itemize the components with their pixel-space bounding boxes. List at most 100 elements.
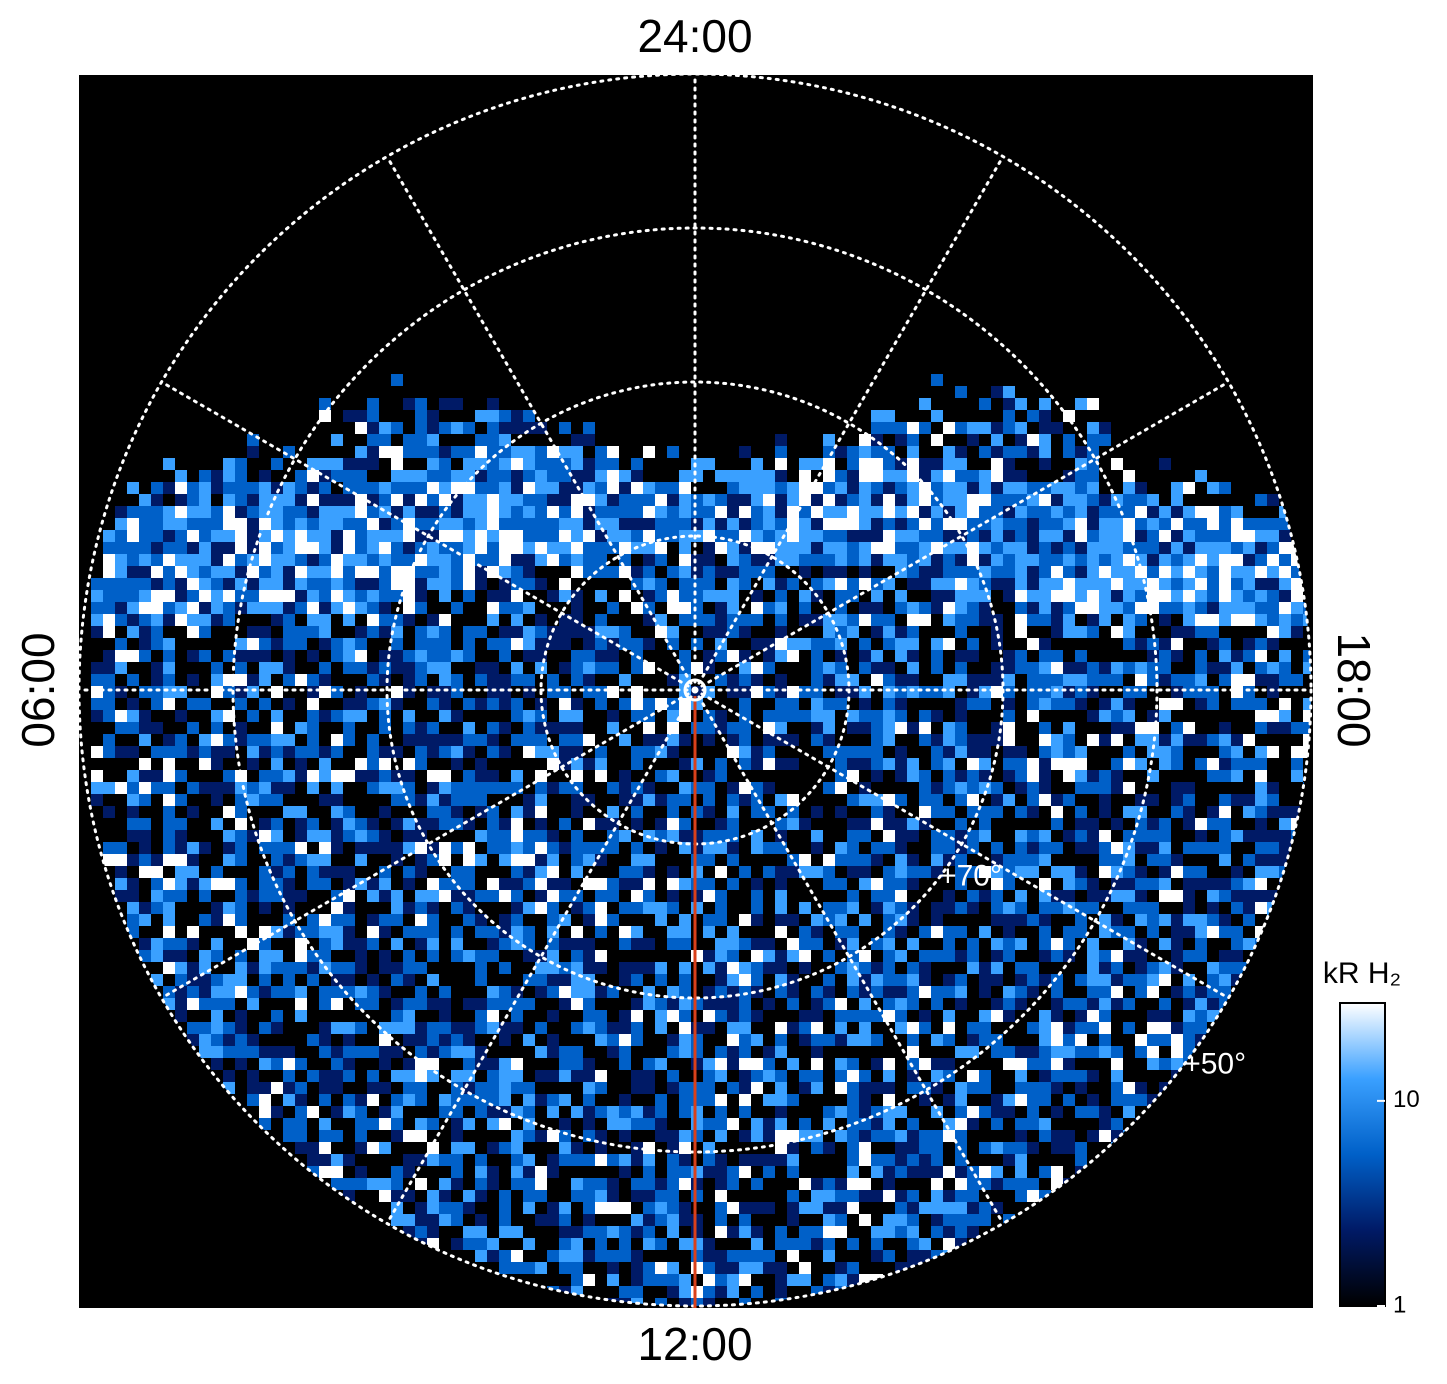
emission-cell bbox=[1147, 974, 1159, 986]
emission-cell bbox=[103, 554, 115, 566]
emission-cell bbox=[1003, 554, 1015, 566]
emission-cell bbox=[415, 1130, 427, 1142]
emission-cell bbox=[655, 1130, 667, 1142]
emission-cell bbox=[679, 698, 691, 710]
emission-cell bbox=[235, 686, 247, 698]
emission-cell bbox=[895, 1190, 907, 1202]
emission-cell bbox=[307, 482, 319, 494]
emission-cell bbox=[1231, 746, 1243, 758]
emission-cell bbox=[823, 482, 835, 494]
emission-cell bbox=[391, 698, 403, 710]
emission-cell bbox=[715, 626, 727, 638]
emission-cell bbox=[1219, 950, 1231, 962]
emission-cell bbox=[331, 686, 343, 698]
emission-cell bbox=[535, 854, 547, 866]
emission-cell bbox=[151, 578, 163, 590]
emission-cell bbox=[487, 806, 499, 818]
emission-cell bbox=[91, 578, 103, 590]
emission-cell bbox=[859, 506, 871, 518]
emission-cell bbox=[811, 662, 823, 674]
emission-cell bbox=[727, 782, 739, 794]
emission-cell bbox=[703, 542, 715, 554]
emission-cell bbox=[391, 842, 403, 854]
emission-cell bbox=[1267, 794, 1279, 806]
emission-cell bbox=[967, 962, 979, 974]
emission-cell bbox=[691, 1034, 703, 1046]
emission-cell bbox=[691, 590, 703, 602]
emission-cell bbox=[331, 638, 343, 650]
emission-cell bbox=[331, 782, 343, 794]
emission-cell bbox=[619, 494, 631, 506]
emission-cell bbox=[919, 470, 931, 482]
emission-cell bbox=[691, 638, 703, 650]
emission-cell bbox=[247, 1046, 259, 1058]
emission-cell bbox=[403, 530, 415, 542]
emission-cell bbox=[943, 506, 955, 518]
emission-cell bbox=[679, 818, 691, 830]
emission-cell bbox=[427, 614, 439, 626]
emission-cell bbox=[787, 710, 799, 722]
emission-cell bbox=[199, 782, 211, 794]
emission-cell bbox=[199, 614, 211, 626]
emission-cell bbox=[451, 866, 463, 878]
emission-cell bbox=[139, 866, 151, 878]
emission-cell bbox=[571, 1250, 583, 1262]
emission-cell bbox=[259, 470, 271, 482]
emission-cell bbox=[739, 494, 751, 506]
emission-cell bbox=[1267, 662, 1279, 674]
emission-cell bbox=[1123, 1082, 1135, 1094]
emission-cell bbox=[487, 482, 499, 494]
emission-cell bbox=[607, 1022, 619, 1034]
emission-cell bbox=[859, 866, 871, 878]
emission-cell bbox=[931, 1154, 943, 1166]
emission-cell bbox=[691, 866, 703, 878]
emission-cell bbox=[211, 578, 223, 590]
emission-cell bbox=[439, 698, 451, 710]
emission-cell bbox=[931, 854, 943, 866]
emission-cell bbox=[871, 1010, 883, 1022]
emission-cell bbox=[583, 422, 595, 434]
emission-cell bbox=[475, 506, 487, 518]
emission-cell bbox=[619, 1130, 631, 1142]
emission-cell bbox=[631, 710, 643, 722]
emission-cell bbox=[295, 758, 307, 770]
emission-cell bbox=[451, 542, 463, 554]
emission-cell bbox=[295, 554, 307, 566]
emission-cell bbox=[415, 962, 427, 974]
emission-cell bbox=[1039, 1166, 1051, 1178]
emission-cell bbox=[487, 470, 499, 482]
emission-cell bbox=[127, 698, 139, 710]
emission-cell bbox=[643, 1238, 655, 1250]
emission-cell bbox=[211, 938, 223, 950]
emission-cell bbox=[1123, 566, 1135, 578]
emission-cell bbox=[1183, 542, 1195, 554]
emission-cell bbox=[595, 854, 607, 866]
emission-cell bbox=[1207, 914, 1219, 926]
emission-cell bbox=[259, 650, 271, 662]
emission-cell bbox=[523, 602, 535, 614]
emission-cell bbox=[883, 938, 895, 950]
emission-cell bbox=[643, 446, 655, 458]
emission-cell bbox=[439, 1190, 451, 1202]
emission-cell bbox=[1099, 830, 1111, 842]
emission-cell bbox=[487, 1022, 499, 1034]
emission-cell bbox=[1027, 1106, 1039, 1118]
emission-cell bbox=[1291, 626, 1303, 638]
emission-cell bbox=[223, 842, 235, 854]
emission-cell bbox=[163, 614, 175, 626]
emission-cell bbox=[499, 674, 511, 686]
emission-cell bbox=[703, 926, 715, 938]
emission-cell bbox=[979, 818, 991, 830]
emission-cell bbox=[691, 1118, 703, 1130]
emission-cell bbox=[775, 926, 787, 938]
emission-cell bbox=[667, 590, 679, 602]
emission-cell bbox=[607, 1178, 619, 1190]
emission-cell bbox=[955, 1214, 967, 1226]
emission-cell bbox=[199, 626, 211, 638]
emission-cell bbox=[1159, 518, 1171, 530]
emission-cell bbox=[151, 482, 163, 494]
emission-cell bbox=[727, 494, 739, 506]
emission-cell bbox=[1219, 614, 1231, 626]
emission-cell bbox=[895, 674, 907, 686]
emission-cell bbox=[799, 602, 811, 614]
